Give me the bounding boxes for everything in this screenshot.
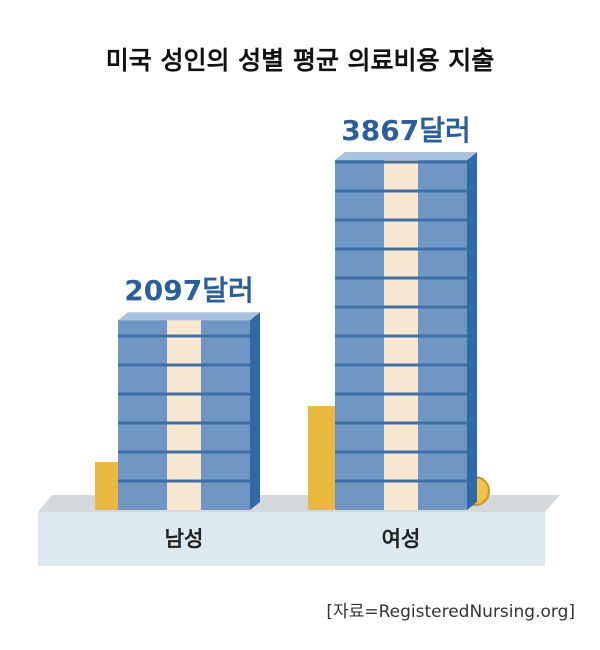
bar-top [118, 312, 260, 321]
x-tick-label: 남성 [165, 527, 204, 551]
value-label: 2097달러 [124, 274, 253, 307]
chart-title: 미국 성인의 성별 평균 의료비용 지출 [106, 46, 495, 75]
platform-front [38, 512, 545, 566]
bar-top [335, 152, 477, 160]
bar-side [250, 312, 260, 510]
source: [자료=RegisteredNursing.org] [326, 602, 575, 622]
value-label: 3867달러 [341, 114, 470, 147]
coin-stack [95, 462, 119, 510]
coin-stack [308, 406, 335, 510]
bar-band [167, 320, 201, 510]
bar-side [467, 152, 477, 510]
x-tick-label: 여성 [382, 527, 421, 551]
